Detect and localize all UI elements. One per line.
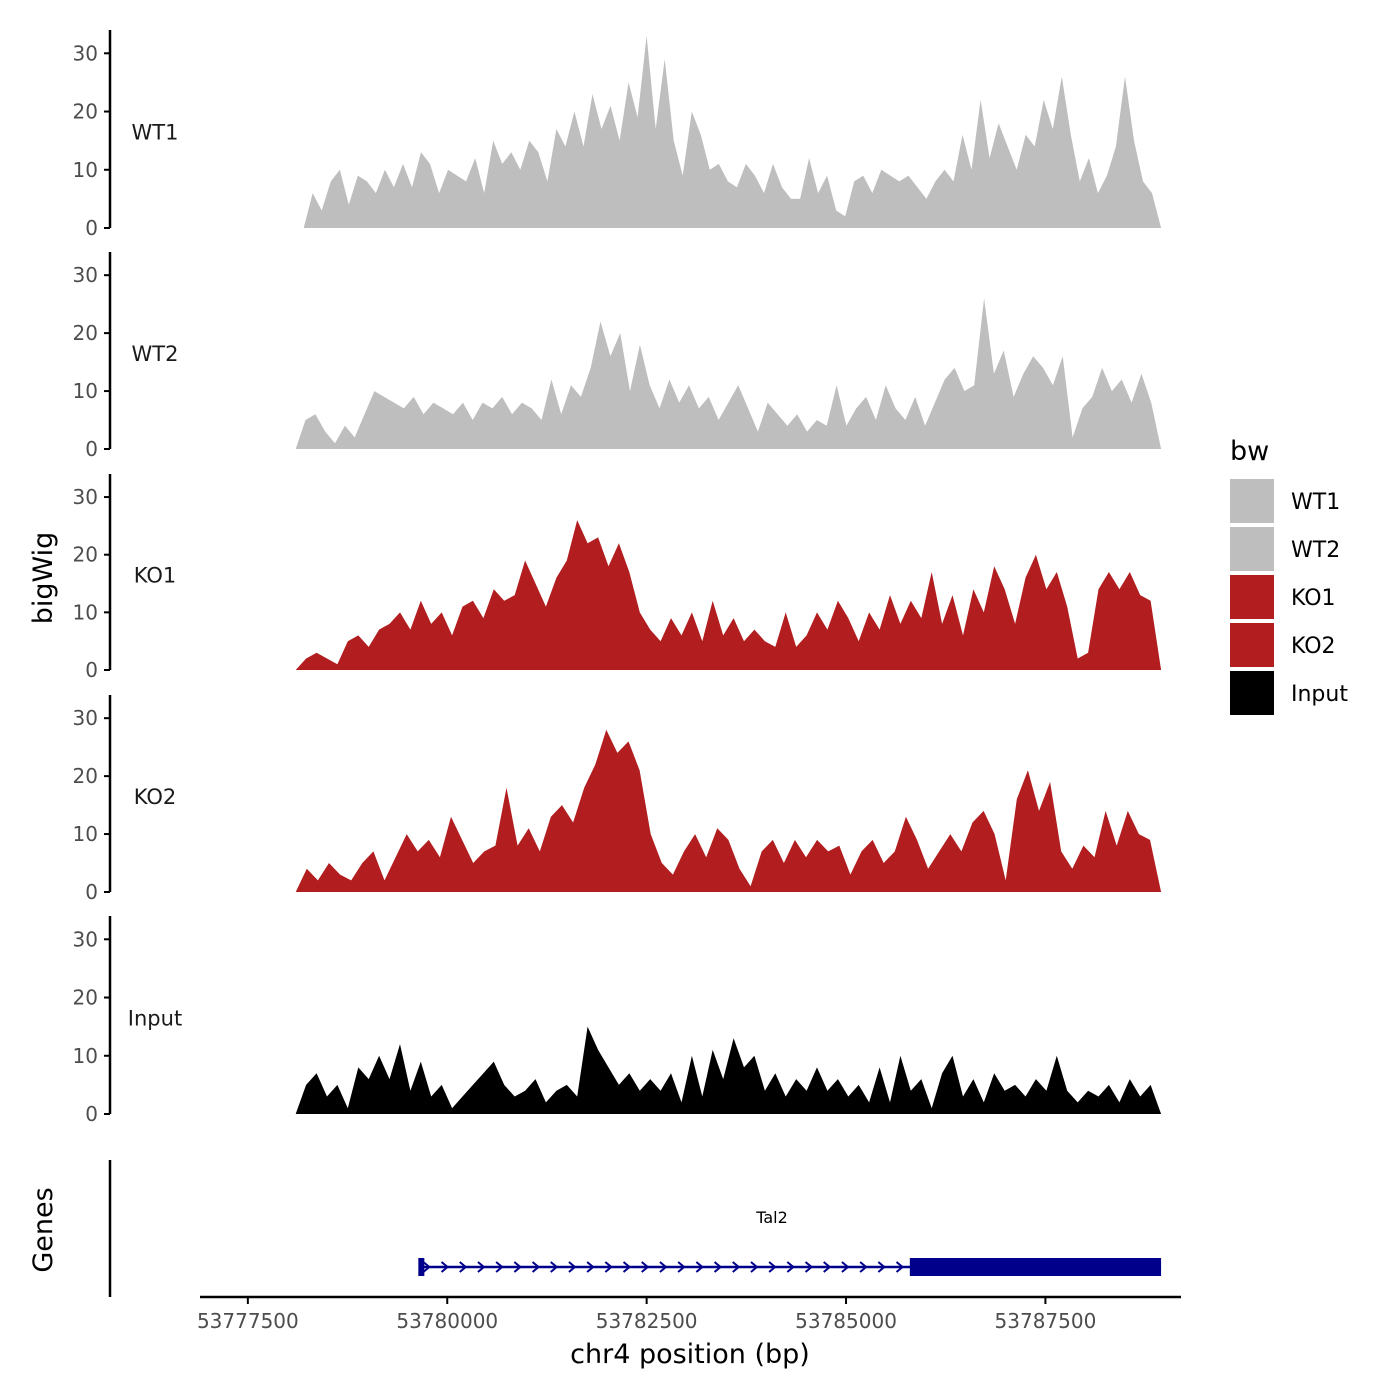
strand-arrow: [513, 1261, 522, 1273]
x-tick-label: 53785000: [795, 1309, 897, 1333]
strand-arrow: [531, 1261, 541, 1273]
track-label-wt1: WT1: [132, 121, 179, 145]
legend-swatch-ko1: [1230, 575, 1274, 619]
strand-arrow: [459, 1261, 468, 1273]
area-ko2: [295, 729, 1162, 892]
genes-track-label: Genes: [28, 1187, 59, 1272]
track-input: 0 10 20 30 Input: [73, 916, 1162, 1126]
legend-label-ko2: KO2: [1291, 634, 1336, 659]
y-tick-label: 0: [85, 658, 98, 682]
track-label-input: Input: [128, 1007, 182, 1031]
strand-arrow: [786, 1261, 795, 1273]
strand-arrow: [732, 1261, 741, 1273]
track-label-wt2: WT2: [132, 342, 179, 366]
strand-arrow: [440, 1261, 450, 1273]
strand-arrow: [695, 1261, 704, 1273]
y-tick-label: 10: [73, 600, 98, 624]
gene-coding-block: [909, 1258, 1162, 1276]
track-ko1: 0 10 20 30 KO1: [73, 474, 1162, 682]
y-tick-label: 10: [73, 158, 98, 182]
strand-arrow: [677, 1261, 686, 1273]
legend-swatch-wt2: [1230, 527, 1274, 571]
track-wt1: 0 10 20 30 WT1: [73, 30, 1162, 240]
y-tick-label: 0: [85, 880, 98, 904]
strand-arrow: [422, 1261, 431, 1273]
track-wt2: 0 10 20 30 WT2: [73, 252, 1162, 461]
strand-arrow: [804, 1261, 814, 1273]
strand-arrow: [823, 1261, 832, 1273]
strand-arrow: [659, 1261, 668, 1273]
legend: bw WT1 WT2 KO1 KO2 Input: [1230, 436, 1348, 715]
x-tick-label: 53777500: [197, 1309, 299, 1333]
area-wt2: [295, 298, 1162, 449]
legend-swatch-ko2: [1230, 623, 1274, 667]
y-tick-label: 30: [73, 706, 98, 730]
strand-arrow: [713, 1261, 723, 1273]
y-tick-label: 0: [85, 216, 98, 240]
y-tick-label: 10: [73, 822, 98, 846]
legend-label-input: Input: [1291, 682, 1348, 707]
legend-title: bw: [1230, 436, 1269, 467]
legend-swatch-wt1: [1230, 479, 1274, 523]
y-tick-label: 10: [73, 1044, 98, 1068]
x-tick-label: 53782500: [596, 1309, 698, 1333]
strand-arrow: [550, 1261, 559, 1273]
y-tick-label: 20: [73, 543, 98, 567]
y-tick-label: 30: [73, 927, 98, 951]
legend-label-wt1: WT1: [1291, 490, 1340, 515]
area-ko1: [295, 520, 1162, 670]
gene-start-exon: [418, 1258, 425, 1276]
y-tick-label: 0: [85, 437, 98, 461]
strand-arrow: [604, 1261, 613, 1273]
legend-label-ko1: KO1: [1291, 586, 1336, 611]
strand-arrow: [641, 1261, 650, 1273]
legend-label-wt2: WT2: [1291, 538, 1340, 563]
strand-arrow: [841, 1261, 850, 1273]
y-tick-label: 30: [73, 263, 98, 287]
x-axis-title: chr4 position (bp): [570, 1339, 810, 1370]
y-tick-label: 20: [73, 986, 98, 1010]
x-tick-label: 53780000: [396, 1309, 498, 1333]
y-tick-label: 10: [73, 379, 98, 403]
area-input: [295, 1026, 1162, 1114]
strand-arrow: [586, 1261, 595, 1273]
signal-tracks: 0 10 20 30 WT1 0 10 20 30 WT2 0 10 20 30 KO1 0 10 20 30 KO2…: [73, 30, 1162, 1126]
gene-name-label: Tal2: [755, 1208, 788, 1227]
y-tick-label: 20: [73, 321, 98, 345]
strand-arrow: [750, 1261, 759, 1273]
strand-arrow: [622, 1261, 632, 1273]
strand-arrow: [477, 1261, 486, 1273]
track-ko2: 0 10 20 30 KO2: [73, 695, 1162, 904]
x-axis: chr4 position (bp) 53777500 53780000 53782…: [197, 1295, 1181, 1370]
y-tick-label: 20: [73, 100, 98, 124]
strand-arrow: [877, 1261, 886, 1273]
x-tick-label: 53787500: [995, 1309, 1097, 1333]
y-tick-label: 20: [73, 764, 98, 788]
area-wt1: [303, 35, 1162, 228]
y-tick-label: 0: [85, 1102, 98, 1126]
y-tick-label: 30: [73, 41, 98, 65]
strand-arrow: [568, 1261, 577, 1273]
track-label-ko1: KO1: [134, 564, 177, 588]
strand-arrow: [768, 1261, 777, 1273]
strand-arrow: [859, 1261, 868, 1273]
strand-arrow: [895, 1261, 905, 1273]
y-axis-title: bigWig: [28, 532, 59, 625]
track-label-ko2: KO2: [134, 785, 177, 809]
strand-arrow: [495, 1261, 504, 1273]
y-tick-label: 30: [73, 485, 98, 509]
genes-track: Genes Tal2: [28, 1160, 1162, 1297]
legend-swatch-input: [1230, 671, 1274, 715]
